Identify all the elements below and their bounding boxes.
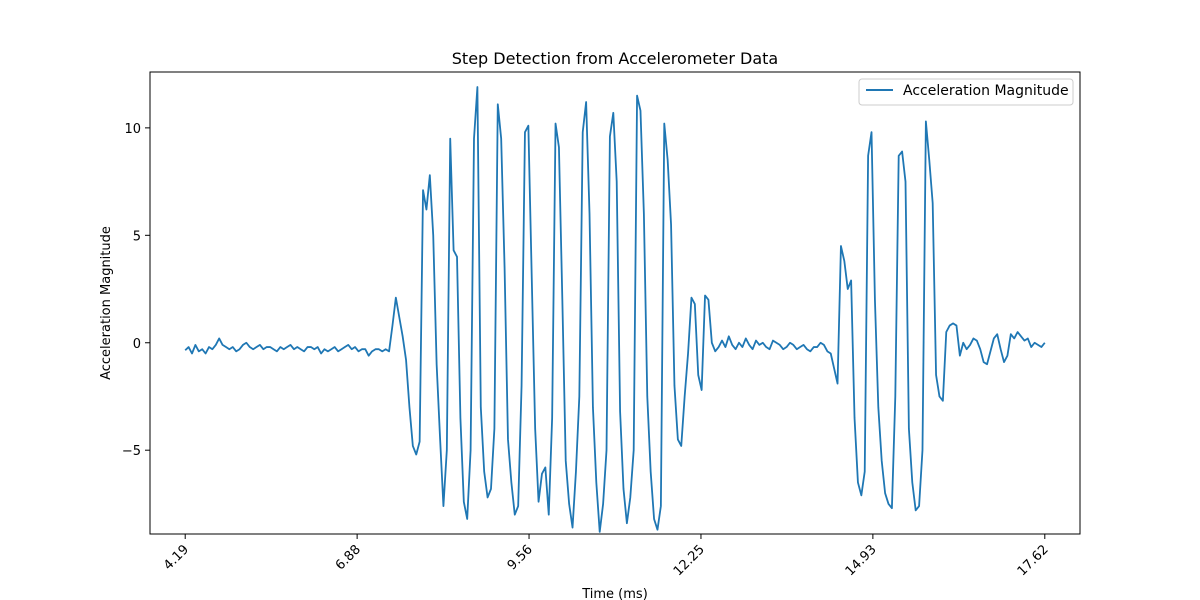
y-tick-label: 5 (133, 229, 141, 244)
x-tick-label: 17.62 (1015, 542, 1052, 579)
legend-box (858, 78, 1074, 106)
y-axis: −5 0 5 10 (122, 122, 150, 459)
chart-title: Step Detection from Accelerometer Data (452, 49, 778, 68)
legend-entry-acceleration-magnitude: Acceleration Magnitude (903, 83, 1069, 99)
x-axis-label: Time (ms) (581, 587, 648, 600)
x-tick-label: 12.25 (671, 542, 708, 579)
x-axis: 4.19 6.88 9.56 12.25 14.93 17.62 (161, 534, 1052, 579)
y-axis-label: Acceleration Magnitude (99, 226, 114, 380)
y-tick-label: −5 (122, 444, 141, 459)
plot-area: 4.19 6.88 9.56 12.25 14.93 17.62 −5 0 5 10 (122, 71, 1081, 579)
x-tick-label: 9.56 (505, 542, 536, 573)
y-tick-label: 10 (124, 122, 141, 137)
x-tick-label: 14.93 (843, 542, 880, 579)
legend: Acceleration Magnitude (858, 78, 1074, 106)
series-line-acceleration-magnitude (184, 86, 1046, 533)
y-tick-label: 0 (133, 337, 141, 352)
x-tick-label: 6.88 (333, 542, 364, 573)
x-tick-label: 4.19 (161, 542, 192, 573)
